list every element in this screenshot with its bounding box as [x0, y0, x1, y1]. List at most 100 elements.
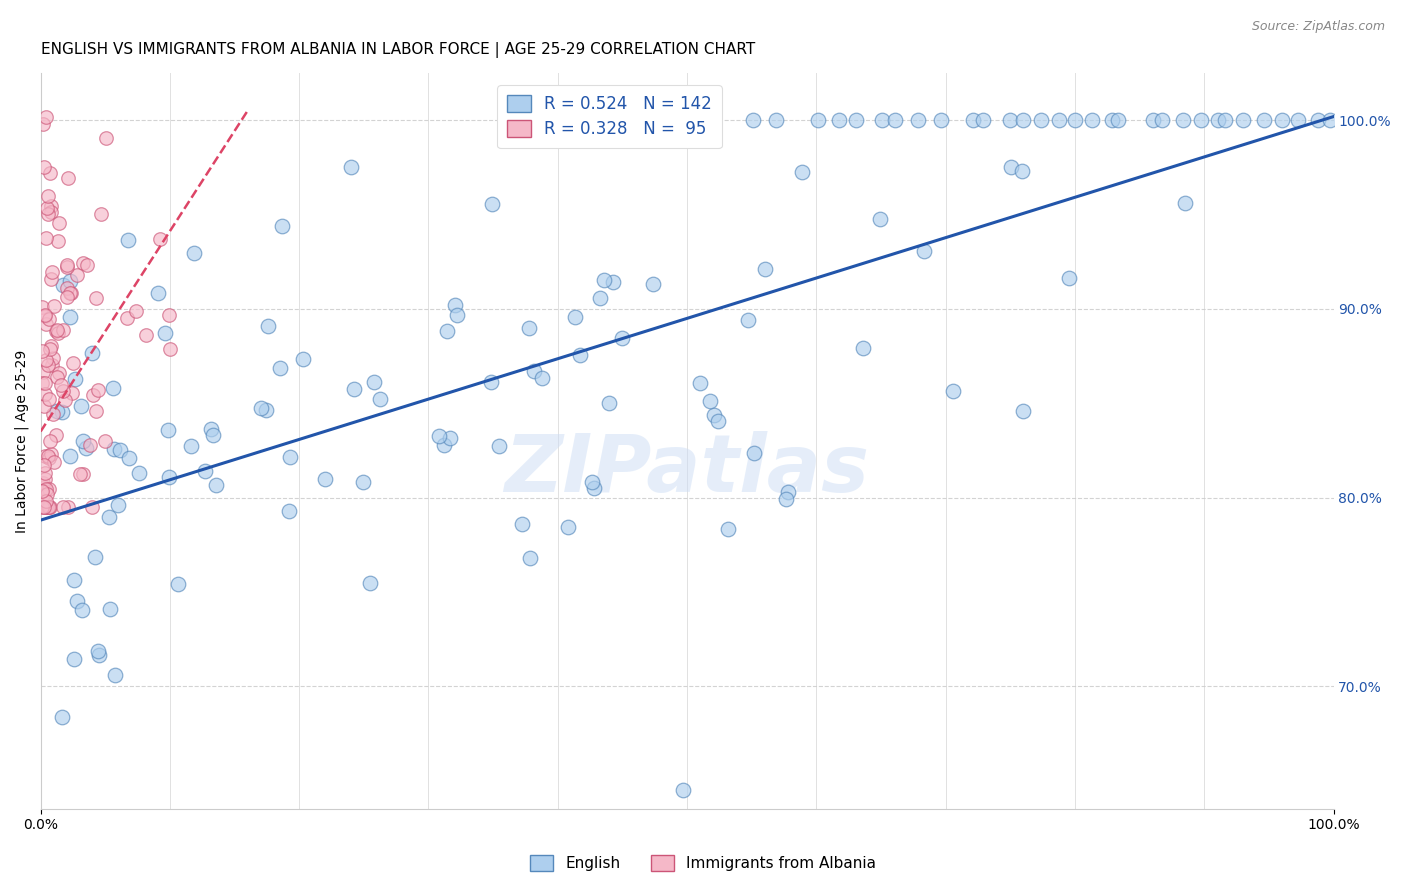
Point: [359, 576, 381, 591]
Point: [39, 205, 62, 219]
Point: [55, 281, 77, 295]
Point: [31, 300, 53, 314]
Point: [1152, 113, 1174, 128]
Point: [153, 326, 176, 340]
Point: [744, 446, 766, 460]
Point: [530, 371, 553, 385]
Point: [38, 392, 60, 406]
Point: [256, 319, 278, 334]
Point: [314, 472, 336, 486]
Point: [35, 494, 58, 508]
Point: [37, 500, 59, 514]
Point: [39, 434, 62, 448]
Point: [481, 197, 503, 211]
Point: [82, 388, 104, 402]
Text: ENGLISH VS IMMIGRANTS FROM ALBANIA IN LABOR FORCE | AGE 25-29 CORRELATION CHART: ENGLISH VS IMMIGRANTS FROM ALBANIA IN LA…: [41, 42, 755, 58]
Point: [38, 342, 60, 356]
Point: [48, 216, 70, 230]
Point: [439, 431, 461, 445]
Point: [368, 392, 391, 407]
Point: [249, 401, 271, 416]
Point: [45, 370, 67, 384]
Point: [672, 782, 695, 797]
Point: [643, 277, 665, 291]
Point: [1308, 113, 1330, 128]
Point: [94, 131, 117, 145]
Point: [1080, 113, 1102, 128]
Point: [42, 407, 65, 421]
Point: [37, 449, 59, 463]
Point: [128, 467, 150, 481]
Point: [63, 652, 86, 666]
Point: [38, 500, 60, 514]
Point: [998, 113, 1021, 128]
Point: [59, 286, 82, 301]
Point: [69, 399, 91, 413]
Point: [52, 323, 75, 337]
Point: [32, 399, 55, 413]
Point: [34, 449, 56, 463]
Point: [31, 475, 53, 490]
Point: [254, 402, 277, 417]
Point: [45, 404, 67, 418]
Point: [39, 447, 62, 461]
Point: [200, 422, 222, 436]
Point: [1107, 113, 1129, 128]
Point: [517, 321, 540, 335]
Point: [55, 290, 77, 304]
Point: [651, 113, 673, 128]
Point: [83, 549, 105, 564]
Point: [46, 234, 69, 248]
Point: [32, 117, 55, 131]
Point: [180, 439, 202, 453]
Point: [277, 504, 299, 518]
Point: [32, 480, 55, 494]
Point: [931, 113, 953, 128]
Point: [135, 327, 157, 342]
Point: [352, 475, 374, 489]
Point: [80, 345, 103, 359]
Point: [41, 358, 63, 372]
Point: [60, 386, 83, 401]
Point: [46, 323, 69, 337]
Point: [42, 455, 65, 469]
Point: [34, 472, 56, 486]
Point: [488, 439, 510, 453]
Point: [118, 450, 141, 465]
Point: [70, 603, 93, 617]
Point: [52, 500, 75, 514]
Point: [1012, 113, 1035, 128]
Point: [557, 519, 579, 533]
Point: [699, 394, 721, 409]
Point: [569, 348, 592, 362]
Point: [703, 113, 725, 128]
Point: [34, 308, 56, 322]
Point: [66, 593, 89, 607]
Point: [291, 352, 314, 367]
Point: [1171, 113, 1194, 128]
Point: [754, 262, 776, 277]
Point: [807, 113, 830, 128]
Point: [972, 113, 994, 128]
Point: [37, 188, 59, 202]
Point: [32, 365, 55, 379]
Point: [717, 522, 740, 536]
Point: [1029, 113, 1052, 128]
Point: [602, 275, 624, 289]
Point: [443, 298, 465, 312]
Text: ZIPatlas: ZIPatlas: [505, 432, 869, 509]
Point: [53, 392, 76, 407]
Point: [75, 442, 97, 456]
Point: [776, 485, 799, 500]
Point: [1011, 404, 1033, 418]
Point: [39, 500, 62, 514]
Point: [34, 161, 56, 175]
Point: [32, 488, 55, 502]
Point: [183, 246, 205, 260]
Point: [48, 326, 70, 341]
Point: [1101, 113, 1123, 128]
Point: [592, 113, 614, 128]
Point: [31, 484, 53, 499]
Point: [581, 475, 603, 489]
Point: [55, 259, 77, 273]
